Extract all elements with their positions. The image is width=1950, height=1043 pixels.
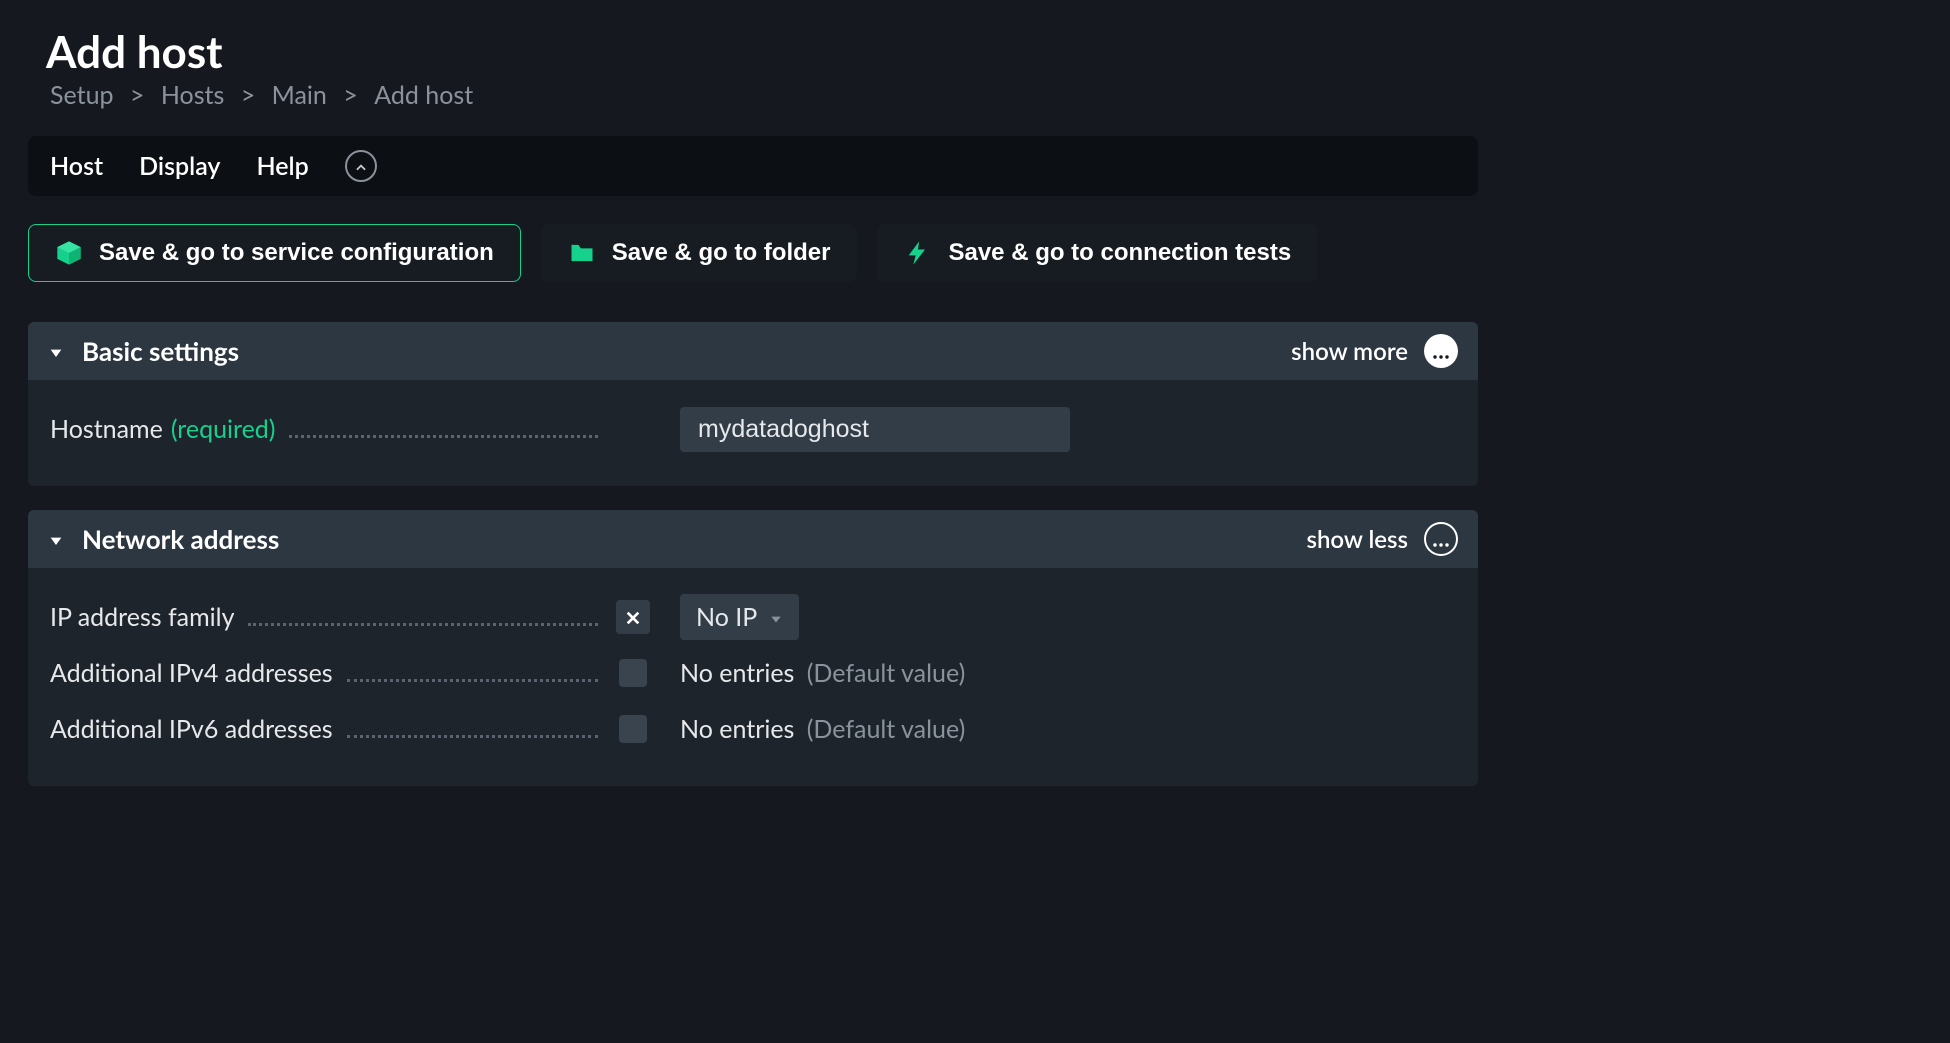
breadcrumb: Setup > Hosts > Main > Add host bbox=[46, 80, 1478, 110]
panel-more-button[interactable] bbox=[1424, 522, 1458, 556]
hostname-label: Hostname bbox=[50, 414, 163, 444]
caret-down-icon bbox=[48, 335, 64, 367]
breadcrumb-item[interactable]: Main bbox=[268, 80, 331, 110]
close-icon bbox=[625, 604, 641, 631]
network-address-panel: Network address show less IP address fam… bbox=[28, 510, 1478, 786]
chevron-up-icon bbox=[354, 151, 368, 181]
cube-icon bbox=[55, 239, 83, 267]
required-label: (required) bbox=[171, 414, 276, 444]
chevron-down-icon bbox=[769, 602, 783, 632]
dotted-leader bbox=[347, 723, 598, 738]
collapse-toolbar-button[interactable] bbox=[345, 150, 377, 182]
menu-help[interactable]: Help bbox=[256, 151, 308, 181]
ipv4-value: No entries (Default value) bbox=[680, 658, 965, 688]
hostname-row: Hostname (required) bbox=[50, 404, 1456, 454]
breadcrumb-item[interactable]: Setup bbox=[46, 80, 118, 110]
hostname-input[interactable] bbox=[680, 407, 1070, 452]
dotted-leader bbox=[347, 667, 598, 682]
button-label: Save & go to service configuration bbox=[99, 239, 494, 267]
breadcrumb-item: Add host bbox=[370, 80, 477, 110]
caret-down-icon bbox=[48, 523, 64, 555]
more-horizontal-icon bbox=[1432, 337, 1450, 366]
ipv4-label: Additional IPv4 addresses bbox=[50, 658, 333, 688]
panel-title: Basic settings bbox=[82, 335, 239, 367]
page-title: Add host bbox=[46, 26, 1478, 78]
panel-header[interactable]: Basic settings show more bbox=[28, 322, 1478, 380]
save-service-config-button[interactable]: Save & go to service configuration bbox=[28, 224, 521, 282]
dotted-leader bbox=[248, 611, 598, 626]
ipv4-row: Additional IPv4 addresses No entries (De… bbox=[50, 648, 1456, 698]
ip-family-select[interactable]: No IP bbox=[680, 594, 799, 640]
more-horizontal-icon bbox=[1432, 525, 1450, 554]
menubar: Host Display Help bbox=[28, 136, 1478, 196]
select-value: No IP bbox=[696, 602, 757, 632]
ip-family-row: IP address family No IP bbox=[50, 592, 1456, 642]
panel-title: Network address bbox=[82, 523, 279, 555]
bolt-icon bbox=[904, 239, 932, 267]
dotted-leader bbox=[289, 423, 598, 438]
menu-display[interactable]: Display bbox=[139, 151, 220, 181]
ipv4-enable-checkbox[interactable] bbox=[619, 659, 647, 687]
ipv6-value: No entries (Default value) bbox=[680, 714, 965, 744]
breadcrumb-item[interactable]: Hosts bbox=[157, 80, 229, 110]
ip-family-label: IP address family bbox=[50, 602, 234, 632]
panel-header[interactable]: Network address show less bbox=[28, 510, 1478, 568]
ipv6-label: Additional IPv6 addresses bbox=[50, 714, 333, 744]
ipv6-row: Additional IPv6 addresses No entries (De… bbox=[50, 704, 1456, 754]
folder-icon bbox=[568, 239, 596, 267]
breadcrumb-separator: > bbox=[124, 80, 151, 110]
panel-toggle-label[interactable]: show less bbox=[1306, 525, 1408, 554]
basic-settings-panel: Basic settings show more Hostname (requi… bbox=[28, 322, 1478, 486]
button-label: Save & go to connection tests bbox=[948, 239, 1291, 267]
panel-toggle-label[interactable]: show more bbox=[1291, 337, 1408, 366]
action-buttons: Save & go to service configuration Save … bbox=[28, 224, 1478, 282]
save-connection-tests-button[interactable]: Save & go to connection tests bbox=[877, 224, 1318, 282]
save-folder-button[interactable]: Save & go to folder bbox=[541, 224, 858, 282]
breadcrumb-separator: > bbox=[337, 80, 364, 110]
menu-host[interactable]: Host bbox=[50, 151, 103, 181]
clear-ip-family-button[interactable] bbox=[616, 600, 650, 634]
ipv6-enable-checkbox[interactable] bbox=[619, 715, 647, 743]
panel-more-button[interactable] bbox=[1424, 334, 1458, 368]
breadcrumb-separator: > bbox=[235, 80, 262, 110]
button-label: Save & go to folder bbox=[612, 239, 831, 267]
